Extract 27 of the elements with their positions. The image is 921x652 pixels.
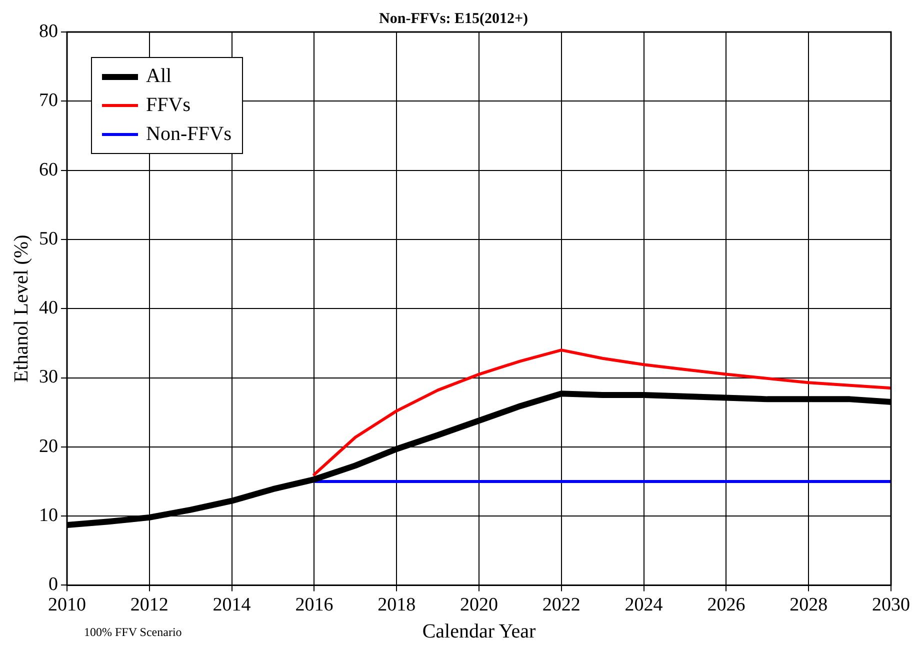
x-tick-label: 2012 xyxy=(130,594,168,616)
x-tick-label: 2026 xyxy=(707,594,746,616)
y-tick-label: 60 xyxy=(39,159,58,180)
x-tick-label: 2010 xyxy=(48,594,86,616)
y-axis-title: Ethanol Level (%) xyxy=(10,234,32,382)
x-tick-label: 2028 xyxy=(790,594,828,616)
y-tick-label: 20 xyxy=(39,436,58,457)
x-tick-label: 2018 xyxy=(378,594,416,616)
y-tick-label: 0 xyxy=(48,574,58,596)
x-tick-label: 2014 xyxy=(212,594,252,616)
x-tick-label: 2022 xyxy=(542,594,580,616)
legend-label: FFVs xyxy=(146,94,190,117)
y-tick-label: 80 xyxy=(39,20,58,42)
text: 100% FFV Scenario xyxy=(84,625,182,639)
x-tick-label: 2020 xyxy=(460,594,498,616)
chart-title: Non-FFVs: E15(2012+) xyxy=(379,10,528,27)
y-tick-label: 70 xyxy=(39,90,58,112)
x-tick-label: 2030 xyxy=(872,594,910,616)
legend-label: Non-FFVs xyxy=(146,123,232,146)
x-tick-label: 2024 xyxy=(624,594,664,616)
legend-label: All xyxy=(146,65,172,88)
y-tick-label: 10 xyxy=(39,505,58,526)
y-tick-label: 40 xyxy=(39,298,58,319)
x-axis-title: Calendar Year xyxy=(422,620,536,642)
y-tick-label: 30 xyxy=(39,366,58,388)
x-tick-label: 2016 xyxy=(295,594,334,616)
y-tick-label: 50 xyxy=(39,228,58,250)
